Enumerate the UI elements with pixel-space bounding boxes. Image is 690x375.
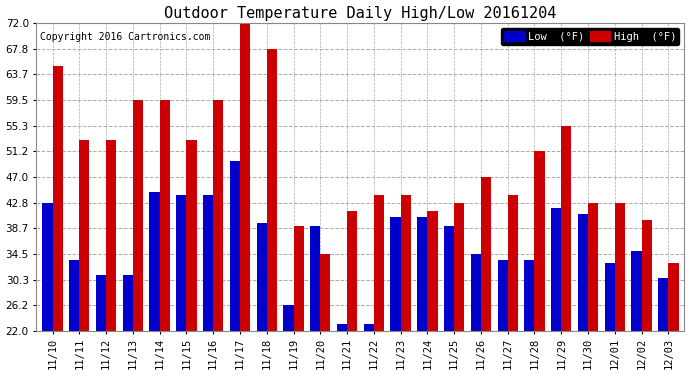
Bar — [471, 254, 481, 330]
Bar — [508, 195, 518, 330]
Bar — [159, 100, 170, 330]
Title: Outdoor Temperature Daily High/Low 20161204: Outdoor Temperature Daily High/Low 20161… — [164, 6, 557, 21]
Bar — [79, 140, 90, 330]
Bar — [427, 211, 437, 330]
Bar — [391, 217, 401, 330]
Legend: Low  (°F), High  (°F): Low (°F), High (°F) — [501, 28, 679, 45]
Bar — [106, 140, 116, 330]
Bar — [123, 275, 133, 330]
Bar — [374, 195, 384, 330]
Bar — [631, 251, 642, 330]
Bar — [213, 100, 224, 330]
Bar — [240, 23, 250, 330]
Bar — [578, 214, 588, 330]
Bar — [96, 275, 106, 330]
Bar — [401, 195, 411, 330]
Bar — [320, 254, 331, 330]
Bar — [337, 324, 347, 330]
Bar — [588, 202, 598, 330]
Bar — [524, 260, 535, 330]
Bar — [186, 140, 197, 330]
Bar — [133, 100, 143, 330]
Bar — [551, 208, 561, 330]
Bar — [203, 195, 213, 330]
Bar — [535, 151, 544, 330]
Bar — [257, 223, 267, 330]
Bar — [615, 202, 625, 330]
Bar — [310, 226, 320, 330]
Bar — [604, 263, 615, 330]
Bar — [69, 260, 79, 330]
Bar — [658, 278, 669, 330]
Bar — [444, 226, 454, 330]
Bar — [642, 220, 652, 330]
Bar — [293, 226, 304, 330]
Bar — [417, 217, 427, 330]
Bar — [42, 202, 52, 330]
Bar — [454, 202, 464, 330]
Bar — [52, 66, 63, 330]
Bar — [284, 305, 293, 330]
Bar — [364, 324, 374, 330]
Bar — [267, 49, 277, 330]
Bar — [497, 260, 508, 330]
Bar — [176, 195, 186, 330]
Bar — [561, 126, 571, 330]
Bar — [481, 177, 491, 330]
Bar — [230, 162, 240, 330]
Bar — [347, 211, 357, 330]
Text: Copyright 2016 Cartronics.com: Copyright 2016 Cartronics.com — [40, 32, 210, 42]
Bar — [150, 192, 159, 330]
Bar — [669, 263, 678, 330]
